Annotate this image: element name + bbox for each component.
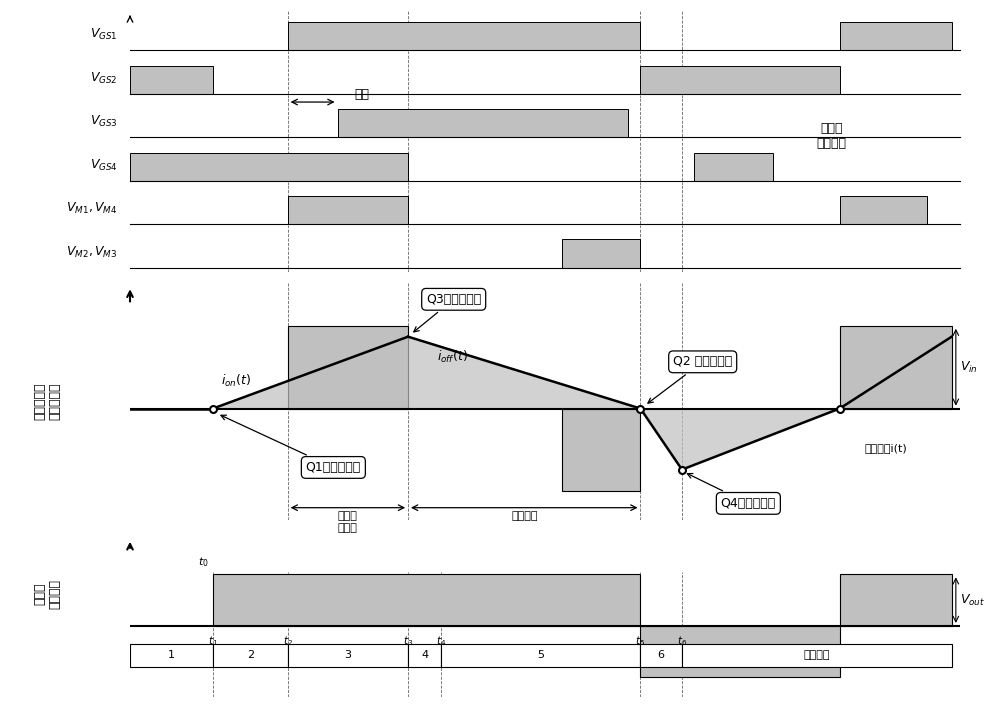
Text: 原边电流i(t): 原边电流i(t) [865, 443, 907, 453]
Polygon shape [640, 409, 840, 470]
Text: $i_{off}(t)$: $i_{off}(t)$ [437, 348, 468, 365]
Bar [213, 644, 288, 667]
Text: $V_{GS2}$: $V_{GS2}$ [90, 70, 118, 86]
Bar [562, 240, 640, 267]
Bar [288, 326, 408, 409]
Text: $V_{GS1}$: $V_{GS1}$ [90, 28, 118, 42]
Text: $i_{on}(t)$: $i_{on}(t)$ [221, 373, 252, 389]
Text: 工作模式: 工作模式 [804, 650, 830, 661]
Text: $t_0$: $t_0$ [198, 555, 209, 568]
Bar [130, 152, 408, 181]
Bar [840, 574, 952, 626]
Bar [338, 109, 628, 137]
Text: $t_2$: $t_2$ [283, 635, 293, 648]
Text: 变压器原边
电压与电流: 变压器原边 电压与电流 [33, 383, 61, 420]
Text: 功率传
输阶段: 功率传 输阶段 [338, 511, 358, 533]
Bar [408, 644, 441, 667]
Bar [694, 152, 773, 181]
Text: 5: 5 [537, 650, 544, 661]
Bar [640, 65, 840, 94]
Bar [288, 644, 408, 667]
Bar [840, 196, 927, 224]
Text: $V_{out}$: $V_{out}$ [960, 592, 985, 608]
Text: $t_1$: $t_1$ [208, 635, 218, 648]
Text: $V_{GS4}$: $V_{GS4}$ [90, 158, 118, 173]
Text: Q3零电压启动: Q3零电压启动 [414, 293, 481, 332]
Text: Q2 零电流启动: Q2 零电流启动 [648, 355, 732, 403]
Bar [130, 65, 213, 94]
Text: 2: 2 [247, 650, 254, 661]
Bar [840, 22, 952, 50]
Text: $V_{GS3}$: $V_{GS3}$ [90, 114, 118, 129]
Text: $V_{in}$: $V_{in}$ [960, 359, 978, 375]
Bar [562, 409, 640, 492]
Text: Q1零电流启动: Q1零电流启动 [221, 415, 361, 474]
Text: $V_{M1},V_{M4}$: $V_{M1},V_{M4}$ [66, 201, 118, 216]
Text: $V_{M2},V_{M3}$: $V_{M2},V_{M3}$ [66, 245, 118, 260]
Text: $t_4$: $t_4$ [436, 635, 446, 648]
Bar [288, 22, 640, 50]
Text: 1: 1 [168, 650, 175, 661]
Bar [682, 644, 952, 667]
Bar [840, 326, 952, 409]
Bar [640, 644, 682, 667]
Text: 3: 3 [344, 650, 351, 661]
Bar [640, 626, 840, 677]
Text: $t_3$: $t_3$ [403, 635, 413, 648]
Bar [130, 644, 213, 667]
Text: $t_6$: $t_6$ [677, 635, 687, 648]
Text: $t_5$: $t_5$ [635, 635, 645, 648]
Bar [288, 196, 408, 224]
Text: 续流阶段: 续流阶段 [511, 511, 538, 521]
Text: 4: 4 [421, 650, 428, 661]
Polygon shape [213, 337, 640, 409]
Bar [441, 644, 640, 667]
Text: 6: 6 [658, 650, 665, 661]
Text: 变压器
原边电压: 变压器 原边电压 [816, 121, 846, 150]
Text: Q4零电压启动: Q4零电压启动 [687, 473, 776, 510]
Text: 相移: 相移 [354, 88, 369, 101]
Text: 变压器
副边电压: 变压器 副边电压 [33, 579, 61, 609]
Bar [213, 574, 640, 626]
